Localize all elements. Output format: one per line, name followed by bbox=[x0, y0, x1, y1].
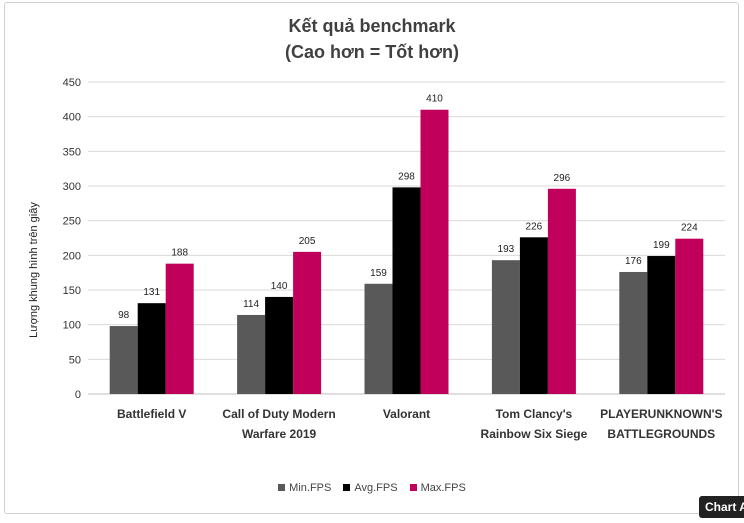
x-tick-label: Battlefield V bbox=[117, 407, 186, 421]
y-tick-label: 350 bbox=[63, 146, 81, 158]
chart-frame bbox=[4, 2, 739, 514]
data-label: 410 bbox=[426, 94, 443, 105]
data-label: 140 bbox=[271, 281, 288, 292]
legend-swatch bbox=[409, 483, 417, 491]
data-label: 131 bbox=[143, 287, 160, 298]
x-tick-label: Warfare 2019 bbox=[242, 427, 317, 441]
legend-item: Avg.FPS bbox=[343, 482, 398, 494]
x-tick-label: Tom Clancy's bbox=[496, 407, 573, 421]
data-label: 159 bbox=[370, 268, 387, 279]
data-label: 298 bbox=[398, 171, 415, 182]
bar bbox=[547, 188, 576, 394]
x-tick-label: Valorant bbox=[383, 407, 430, 421]
bar bbox=[647, 256, 676, 394]
legend-label: Avg.FPS bbox=[354, 482, 398, 494]
bar bbox=[109, 326, 138, 394]
y-tick-label: 200 bbox=[63, 250, 81, 262]
data-label: 188 bbox=[171, 248, 188, 259]
legend-swatch bbox=[278, 483, 286, 491]
y-tick-label: 50 bbox=[69, 354, 81, 366]
x-tick-label: BATTLEGROUNDS bbox=[607, 427, 715, 441]
bar bbox=[165, 263, 194, 394]
chart-subtitle: (Cao hơn = Tốt hơn) bbox=[284, 42, 460, 62]
bar bbox=[265, 296, 294, 394]
x-tick-label: Rainbow Six Siege bbox=[481, 427, 588, 441]
data-label: 205 bbox=[299, 236, 316, 247]
y-tick-label: 250 bbox=[63, 216, 81, 228]
legend-label: Max.FPS bbox=[420, 482, 466, 494]
x-tick-label: PLAYERUNKNOWN'S bbox=[600, 407, 722, 421]
data-label: 98 bbox=[118, 310, 130, 321]
data-label: 226 bbox=[526, 221, 543, 232]
bar bbox=[137, 303, 166, 394]
legend-swatch bbox=[343, 483, 351, 491]
legend-item: Max.FPS bbox=[409, 482, 466, 494]
bar bbox=[364, 283, 393, 394]
bar bbox=[420, 109, 449, 394]
legend-item: Min.FPS bbox=[278, 482, 331, 494]
data-label: 114 bbox=[243, 299, 259, 310]
bar bbox=[519, 237, 548, 394]
y-tick-label: 450 bbox=[63, 77, 81, 89]
chart-legend: Min.FPS Avg.FPS Max.FPS bbox=[0, 482, 744, 494]
y-tick-label: 300 bbox=[63, 181, 81, 193]
bar bbox=[237, 314, 266, 394]
bar bbox=[392, 187, 421, 394]
data-label: 199 bbox=[653, 240, 670, 251]
chart-title: Kết quả benchmark bbox=[288, 16, 456, 36]
data-label: 176 bbox=[625, 256, 642, 267]
y-tick-label: 150 bbox=[63, 285, 81, 297]
chart-tooltip: Chart A bbox=[699, 496, 744, 518]
data-label: 296 bbox=[554, 173, 571, 184]
y-tick-label: 400 bbox=[63, 112, 81, 124]
y-tick-label: 0 bbox=[75, 389, 81, 401]
legend-label: Min.FPS bbox=[289, 482, 332, 494]
y-tick-label: 100 bbox=[63, 320, 81, 332]
bar bbox=[675, 238, 704, 394]
data-label: 193 bbox=[498, 244, 515, 255]
x-tick-label: Call of Duty Modern bbox=[222, 407, 335, 421]
bar bbox=[293, 251, 322, 394]
bar bbox=[491, 260, 520, 394]
bar bbox=[619, 271, 648, 394]
data-label: 224 bbox=[681, 223, 698, 234]
